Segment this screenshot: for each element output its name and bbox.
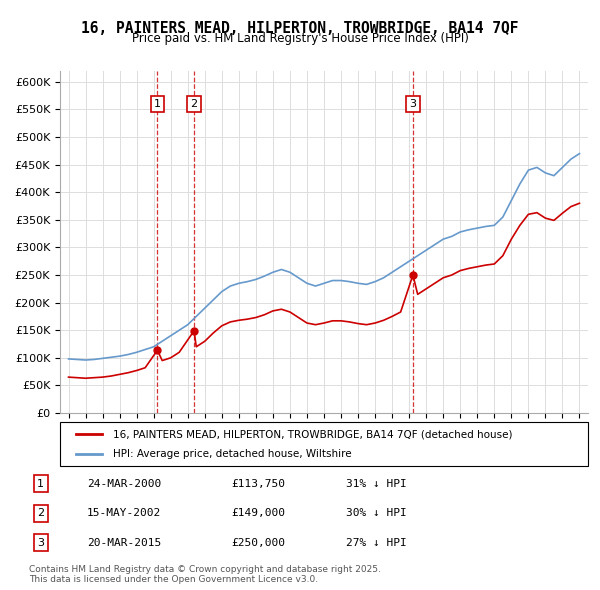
Text: 27% ↓ HPI: 27% ↓ HPI xyxy=(346,538,407,548)
Text: HPI: Average price, detached house, Wiltshire: HPI: Average price, detached house, Wilt… xyxy=(113,449,352,458)
Text: Price paid vs. HM Land Registry's House Price Index (HPI): Price paid vs. HM Land Registry's House … xyxy=(131,32,469,45)
Text: 30% ↓ HPI: 30% ↓ HPI xyxy=(346,509,407,518)
Text: £113,750: £113,750 xyxy=(231,479,285,489)
Text: 31% ↓ HPI: 31% ↓ HPI xyxy=(346,479,407,489)
Text: 20-MAR-2015: 20-MAR-2015 xyxy=(87,538,161,548)
Text: 1: 1 xyxy=(154,99,161,109)
Text: 15-MAY-2002: 15-MAY-2002 xyxy=(87,509,161,518)
Text: £250,000: £250,000 xyxy=(231,538,285,548)
Text: 3: 3 xyxy=(409,99,416,109)
Text: Contains HM Land Registry data © Crown copyright and database right 2025.
This d: Contains HM Land Registry data © Crown c… xyxy=(29,565,381,584)
Text: 16, PAINTERS MEAD, HILPERTON, TROWBRIDGE, BA14 7QF: 16, PAINTERS MEAD, HILPERTON, TROWBRIDGE… xyxy=(81,21,519,35)
Text: 24-MAR-2000: 24-MAR-2000 xyxy=(87,479,161,489)
Text: 2: 2 xyxy=(37,509,44,518)
Text: 2: 2 xyxy=(190,99,197,109)
Text: 16, PAINTERS MEAD, HILPERTON, TROWBRIDGE, BA14 7QF (detached house): 16, PAINTERS MEAD, HILPERTON, TROWBRIDGE… xyxy=(113,430,512,439)
Text: £149,000: £149,000 xyxy=(231,509,285,518)
FancyBboxPatch shape xyxy=(60,422,588,466)
Text: 3: 3 xyxy=(37,538,44,548)
Text: 1: 1 xyxy=(37,479,44,489)
